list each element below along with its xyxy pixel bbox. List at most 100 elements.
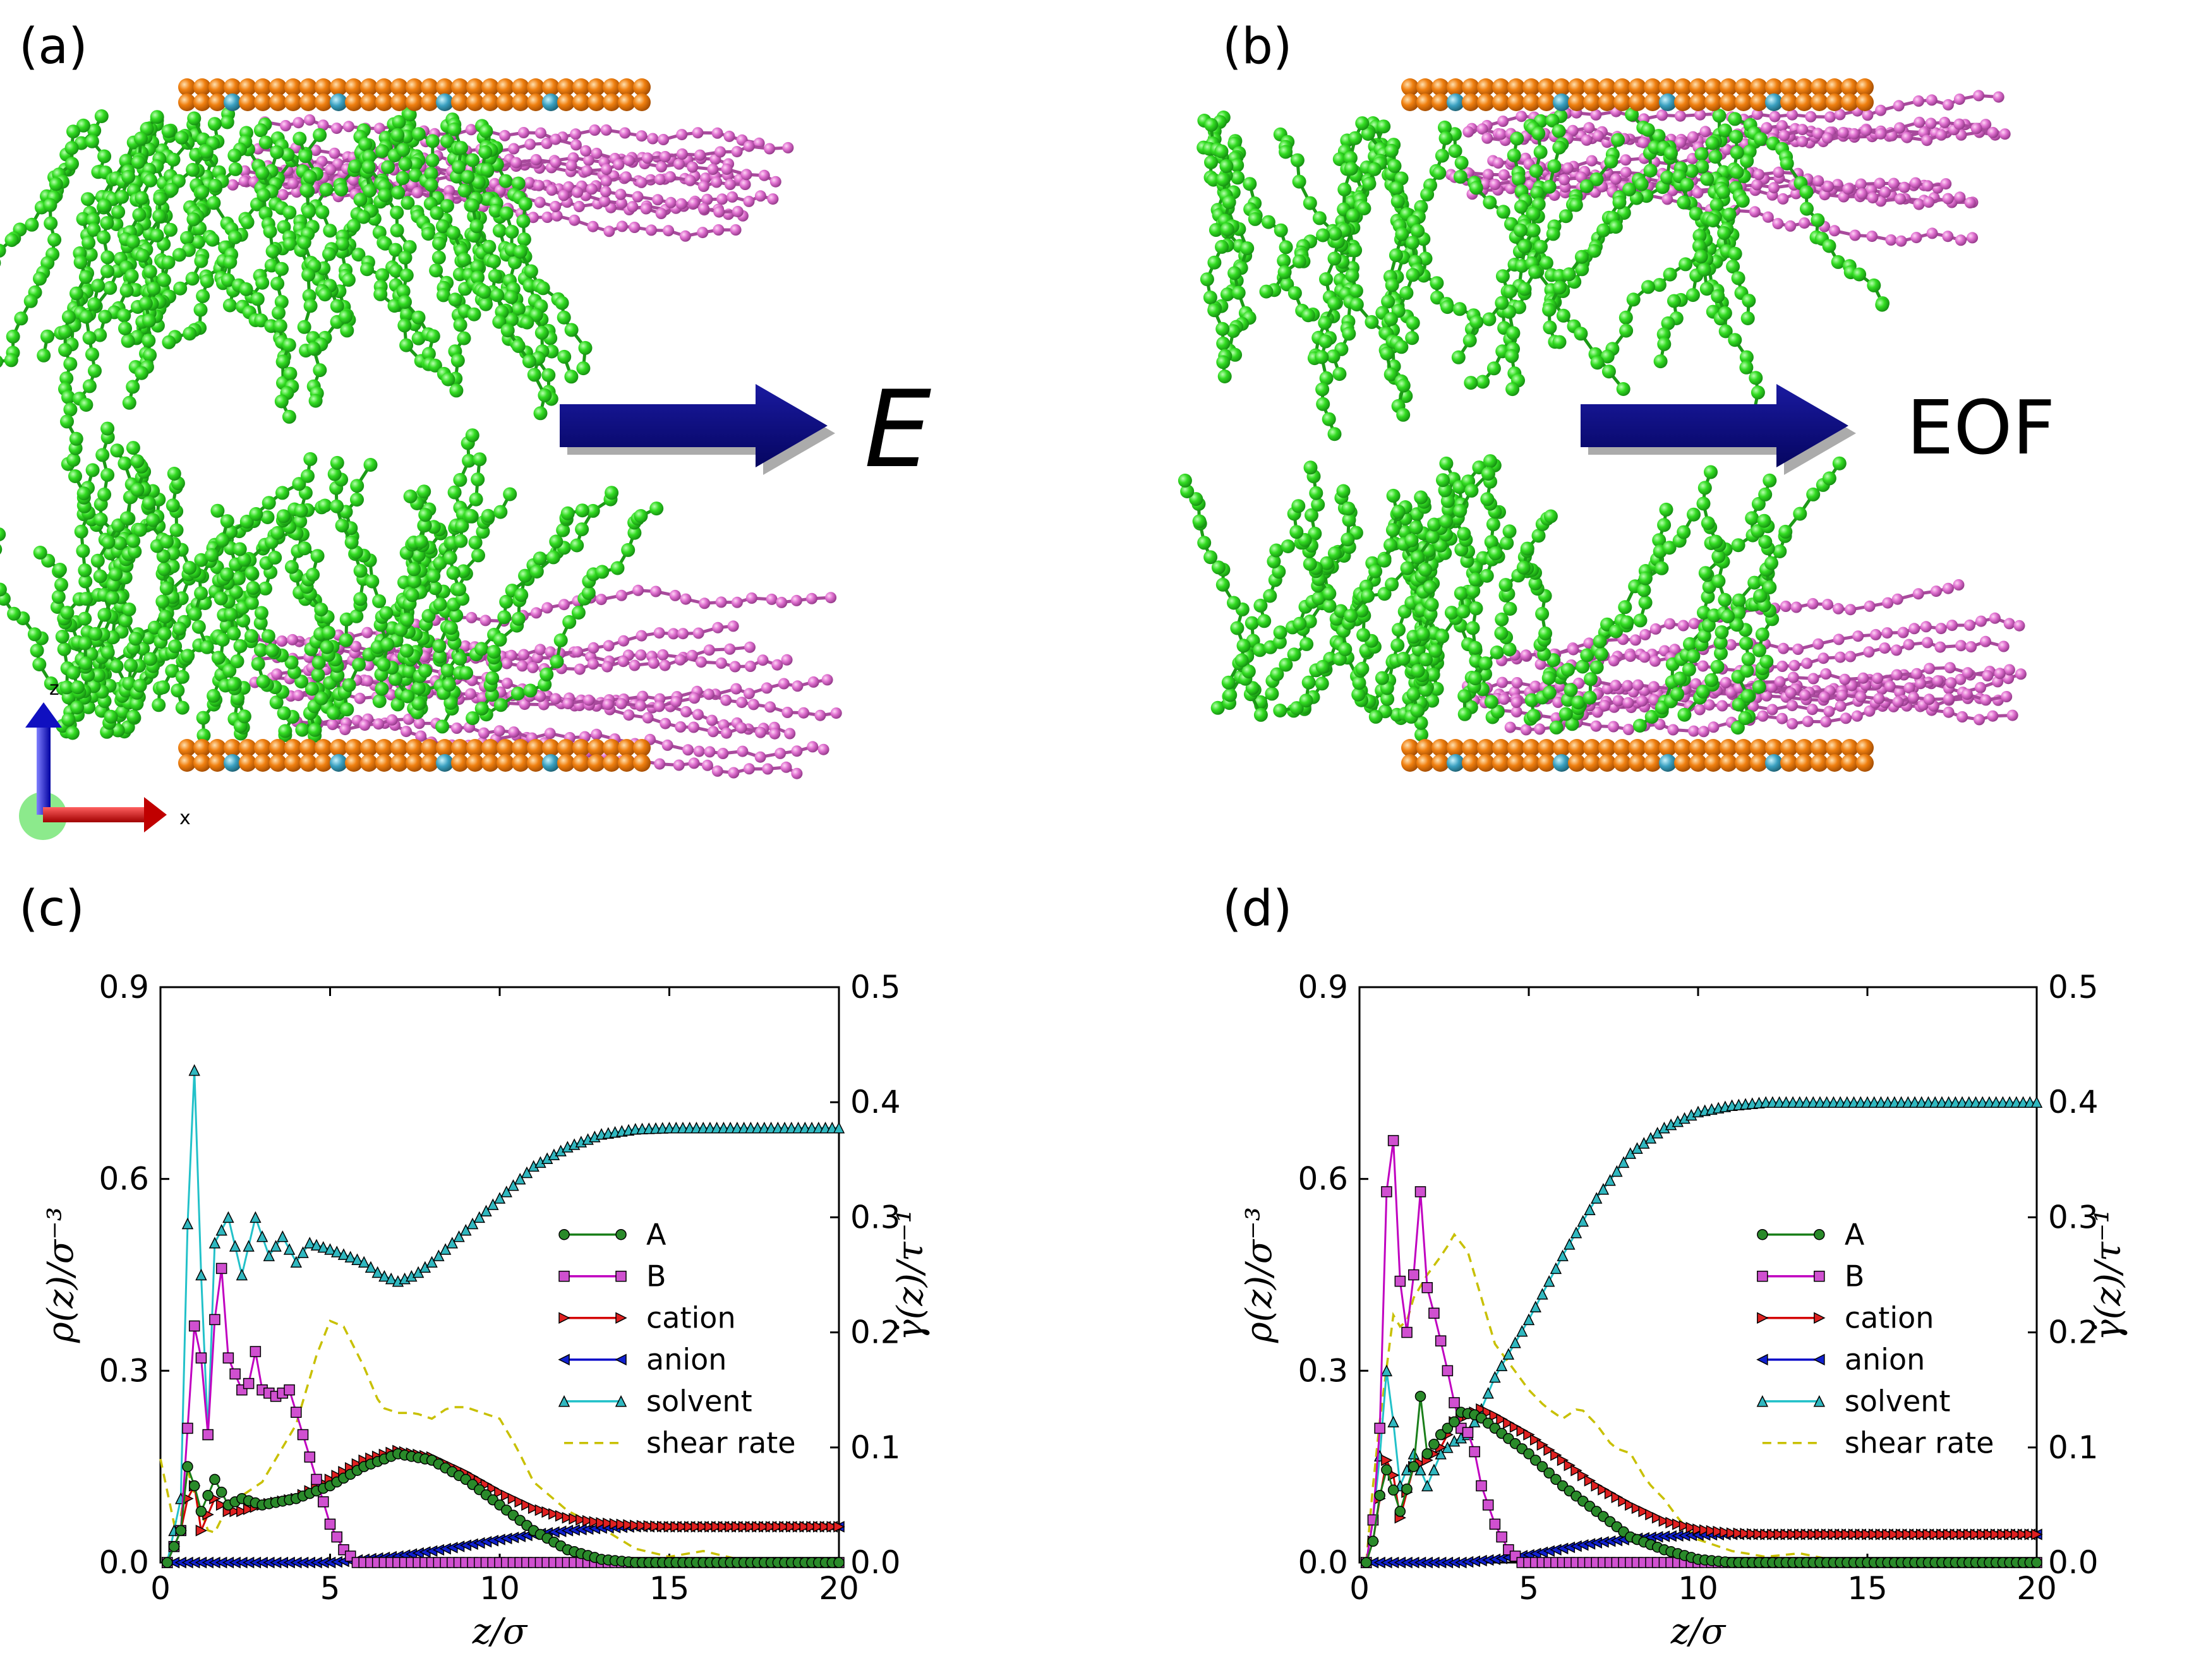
data-point <box>290 1256 303 1268</box>
plot-frame <box>1358 986 2038 1564</box>
data-point <box>1564 1238 1576 1250</box>
data-point <box>623 1519 635 1531</box>
polymer-a-chain <box>1273 467 1495 717</box>
data-point <box>2030 1096 2043 1108</box>
data-point <box>243 1503 255 1515</box>
legend-label: cation <box>1845 1301 1934 1335</box>
data-point <box>1489 1409 1502 1422</box>
polymer-a-chain <box>0 118 90 368</box>
data-point <box>663 1521 676 1533</box>
data-point <box>209 1473 220 1485</box>
z-axis-arrow <box>37 726 51 815</box>
polymer-a-chain <box>1375 473 1456 719</box>
polymer-a-chain <box>1542 142 1668 349</box>
data-point <box>263 1249 275 1261</box>
data-point <box>426 1256 438 1268</box>
data-point <box>1482 1387 1494 1399</box>
data-point <box>1495 1359 1508 1371</box>
data-point <box>2024 1528 2036 1540</box>
data-point <box>636 1520 649 1532</box>
series-shear-rate <box>159 1319 840 1562</box>
data-point <box>1625 1499 1637 1511</box>
data-point <box>195 1525 208 1537</box>
wall-bottom <box>178 739 651 772</box>
data-point <box>1381 1464 1392 1475</box>
data-point <box>175 1525 186 1537</box>
data-point <box>1773 1528 1786 1540</box>
y2-tick-label: 0.0 <box>2048 1544 2099 1581</box>
data-point <box>1550 1473 1562 1485</box>
data-point <box>1435 1335 1447 1347</box>
data-point <box>799 1521 811 1533</box>
legend-item: cation <box>558 1301 736 1335</box>
data-point <box>596 1517 608 1529</box>
data-point <box>1929 1528 1941 1540</box>
data-point <box>182 1461 193 1472</box>
data-point <box>562 1511 574 1524</box>
legend-label: A <box>1845 1218 1865 1252</box>
data-point <box>1496 1531 1507 1543</box>
data-point <box>317 1240 329 1253</box>
data-point <box>215 1263 227 1275</box>
data-point <box>466 1217 479 1230</box>
data-point <box>1598 1484 1610 1496</box>
data-point <box>1760 1528 1772 1540</box>
polymer-a-chain <box>411 127 536 369</box>
polymer-a-chain <box>1259 143 1399 299</box>
data-point <box>1895 1528 1908 1540</box>
legend-item: B <box>1757 1259 1865 1293</box>
data-point <box>243 1377 255 1389</box>
polymer-a-chain <box>1457 509 1558 721</box>
y2-tick-label: 0.0 <box>850 1544 901 1581</box>
polymer-a-chain <box>1696 465 1756 726</box>
data-point <box>1469 1415 1481 1428</box>
legend-item: A <box>1757 1218 1865 1252</box>
y2-tick-label: 0.5 <box>2048 969 2099 1005</box>
data-point <box>677 1521 689 1533</box>
y-axis-label: ρ(z)/σ⁻³ <box>40 1207 81 1343</box>
data-point <box>1597 1183 1610 1195</box>
data-point <box>826 1521 838 1533</box>
data-point <box>331 1245 343 1257</box>
data-point <box>1672 1518 1684 1530</box>
polymer-a-chain <box>1451 133 1625 364</box>
data-point <box>487 1198 499 1210</box>
polymer-a-chain <box>389 489 433 716</box>
data-point <box>1408 1269 1419 1281</box>
data-point <box>1387 1484 1399 1496</box>
data-point <box>1787 1528 1799 1540</box>
polymer-a-chain <box>327 455 426 719</box>
data-point <box>318 1496 329 1508</box>
legend-label: B <box>1845 1259 1865 1293</box>
data-point <box>1645 1508 1657 1521</box>
polymer-a-chain <box>1221 501 1356 711</box>
data-point <box>738 1521 750 1533</box>
y-tick-label: 0.9 <box>99 969 149 1005</box>
polymer-a-chain <box>358 137 464 398</box>
data-point <box>1658 1515 1671 1527</box>
data-point <box>514 1172 526 1185</box>
data-point <box>1387 1135 1399 1146</box>
data-point <box>2031 1557 2042 1568</box>
z-axis-label: z <box>49 678 59 700</box>
data-point <box>1611 1165 1623 1177</box>
data-point <box>351 1253 363 1265</box>
data-point <box>1577 1215 1589 1227</box>
y2-tick-label: 0.3 <box>2048 1199 2099 1235</box>
data-point <box>1428 1307 1440 1319</box>
data-point <box>1631 1502 1644 1515</box>
series-line <box>159 1319 840 1562</box>
polymer-a-chain <box>1178 473 1268 722</box>
legend-item: cation <box>1757 1301 1934 1335</box>
data-point <box>1476 1480 1487 1492</box>
data-point <box>576 1514 588 1526</box>
data-point <box>1800 1528 1813 1540</box>
data-point <box>331 1531 342 1543</box>
data-point <box>603 1517 615 1530</box>
y-tick-label: 0.6 <box>1298 1161 1348 1197</box>
data-point <box>548 1508 560 1520</box>
data-point <box>371 1266 383 1278</box>
data-point <box>1604 1487 1617 1499</box>
polymer-a-chain <box>63 452 318 732</box>
data-point <box>1435 1429 1447 1441</box>
